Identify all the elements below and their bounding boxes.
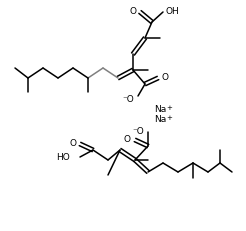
Text: +: +	[166, 115, 172, 121]
Text: ⁻O: ⁻O	[132, 128, 144, 137]
Text: O: O	[162, 73, 169, 82]
Text: O: O	[130, 7, 137, 16]
Text: HO: HO	[56, 152, 70, 161]
Text: Na: Na	[154, 106, 166, 115]
Text: OH: OH	[165, 7, 179, 16]
Text: ⁻O: ⁻O	[122, 94, 134, 103]
Text: Na: Na	[154, 116, 166, 125]
Text: +: +	[166, 104, 172, 110]
Text: O: O	[69, 140, 76, 149]
Text: O: O	[124, 136, 131, 145]
